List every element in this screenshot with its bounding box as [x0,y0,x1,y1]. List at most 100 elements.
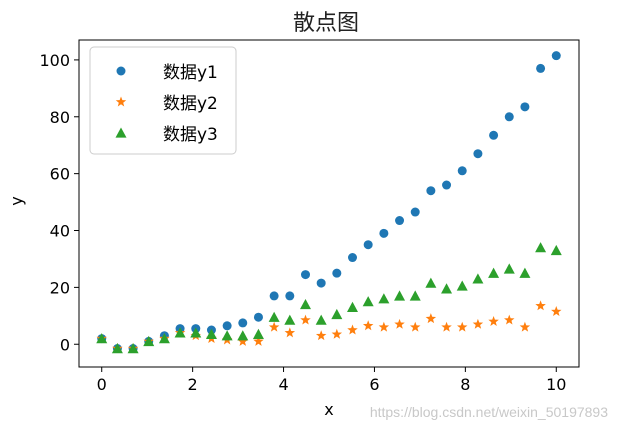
data-point [394,318,405,329]
data-point [362,296,374,307]
x-tick-label: 4 [278,375,288,394]
data-point [504,112,514,122]
data-point [551,306,562,316]
legend-label: 数据y3 [163,125,218,145]
data-point [268,311,280,322]
data-point [488,267,500,278]
x-axis-label: x [324,400,333,419]
data-point [316,278,326,288]
x-tick-label: 6 [369,375,379,394]
data-point [378,321,390,332]
data-point [472,273,484,284]
data-point [504,314,515,325]
watermark-text: https://blog.csdn.net/weixin_50197893 [369,404,608,420]
data-point [536,63,546,73]
data-point [489,130,499,140]
data-point [315,330,327,341]
data-point [410,321,421,332]
data-point [409,290,421,301]
y-tick-label: 20 [50,278,70,297]
legend-label: 数据y1 [163,63,218,83]
data-point [550,244,562,256]
data-point [425,277,437,288]
data-point [174,327,186,338]
data-point [268,321,280,332]
x-tick-label: 8 [460,375,470,394]
data-point [503,263,515,274]
data-point [456,280,468,291]
data-point [237,330,249,341]
y-tick-label: 100 [39,51,70,70]
data-point [300,314,311,325]
data-point [300,298,311,310]
data-point [426,186,436,196]
data-point [331,328,343,339]
data-point [551,51,561,61]
data-point [472,318,484,329]
data-points [96,51,562,354]
data-point [190,327,202,338]
data-point [457,321,468,332]
data-point [331,308,343,320]
data-point [442,180,452,190]
data-point [488,316,499,326]
chart-title: 散点图 [293,11,359,36]
legend-marker [116,66,126,76]
data-point [441,283,453,294]
data-point [473,149,483,159]
data-point [395,216,405,226]
data-point [222,321,232,331]
data-point [143,335,155,347]
data-point [535,242,547,253]
x-tick-label: 2 [188,375,198,394]
data-point [253,312,263,322]
y-tick-label: 80 [50,108,70,127]
data-point [425,313,437,324]
data-point [410,207,420,217]
x-tick-label: 0 [97,375,107,394]
data-point [96,333,108,344]
data-point [519,267,531,278]
y-tick-label: 60 [50,165,70,184]
data-point [269,291,279,301]
legend-box [89,46,237,155]
legend-label: 数据y2 [163,94,218,114]
data-point [301,270,310,280]
y-axis-label: y [7,196,26,205]
data-point [347,324,358,335]
data-point [253,335,264,346]
plot-area [78,39,580,368]
data-point [535,300,546,311]
data-point [363,240,373,250]
data-point [441,321,452,332]
data-point [127,343,139,354]
data-point [520,102,530,112]
x-tick-label: 10 [546,375,566,394]
data-point [111,343,123,354]
data-point [285,291,295,301]
data-point [158,333,170,344]
data-point [205,328,217,339]
y-tick-label: 0 [60,335,70,354]
data-point [394,290,406,301]
data-point [238,318,248,328]
legend: 数据y1 数据y2 数据y3 [89,46,237,155]
y-tick-label: 40 [50,222,70,241]
data-point [221,330,233,341]
data-point [284,327,296,338]
data-point [378,293,390,304]
data-point [284,314,296,325]
legend-marker [115,96,127,107]
data-point [379,228,389,238]
data-point [457,166,467,176]
data-point [252,328,264,339]
data-point [348,253,357,263]
data-point [519,321,531,332]
data-point [237,335,248,346]
data-point [332,268,342,278]
data-point [362,320,374,331]
data-point [347,301,358,312]
data-point [315,314,327,325]
